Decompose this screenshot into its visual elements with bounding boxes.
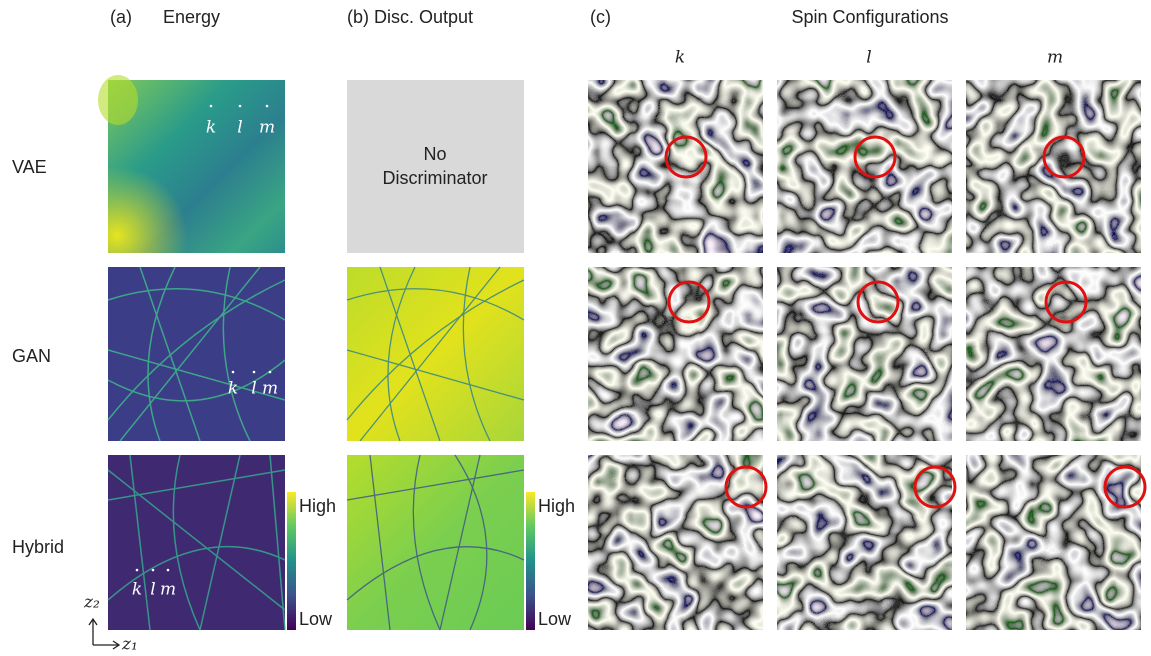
colorbar <box>526 492 535 630</box>
spin-grid <box>588 80 1145 630</box>
point-label: l <box>237 118 242 138</box>
row-label: VAE <box>12 157 47 177</box>
axis-label: z₁ <box>121 635 138 655</box>
point-label: k <box>132 580 142 600</box>
panel-title: (b) Disc. Output <box>347 7 473 27</box>
disc-panel <box>347 455 524 630</box>
point-label: l <box>150 580 155 600</box>
disc-panel <box>347 267 524 441</box>
point-label: l <box>251 379 256 399</box>
figure: (a) Energy (b) Disc. Output (c) Spin Con… <box>0 0 1151 656</box>
column-label: m <box>1047 48 1063 68</box>
colorbar-label: High <box>538 496 575 516</box>
point-label: k <box>228 379 238 399</box>
point-label: k <box>206 118 216 138</box>
panel-title: Energy <box>163 7 220 27</box>
point-label: m <box>262 379 278 399</box>
panel-label: (c) <box>590 7 611 27</box>
panel-title: Spin Configurations <box>791 7 948 27</box>
energy-panel: k l m <box>98 75 285 253</box>
point-label: m <box>160 580 176 600</box>
placeholder-text: Discriminator <box>382 168 487 188</box>
colorbar <box>287 492 296 630</box>
disc-panel: No Discriminator <box>347 80 524 253</box>
point-label: m <box>259 118 275 138</box>
column-label: l <box>866 48 871 68</box>
column-label: k <box>675 48 685 68</box>
colorbar-label: Low <box>538 609 572 629</box>
colorbar-label: High <box>299 496 336 516</box>
row-label: GAN <box>12 346 51 366</box>
energy-panel: k l m <box>108 267 285 441</box>
panel-label: (a) <box>110 7 132 27</box>
energy-panel: k l m <box>108 455 285 630</box>
axis-label: z₂ <box>83 593 100 613</box>
row-label: Hybrid <box>12 537 64 557</box>
colorbar-label: Low <box>299 609 333 629</box>
placeholder-text: No <box>423 144 446 164</box>
